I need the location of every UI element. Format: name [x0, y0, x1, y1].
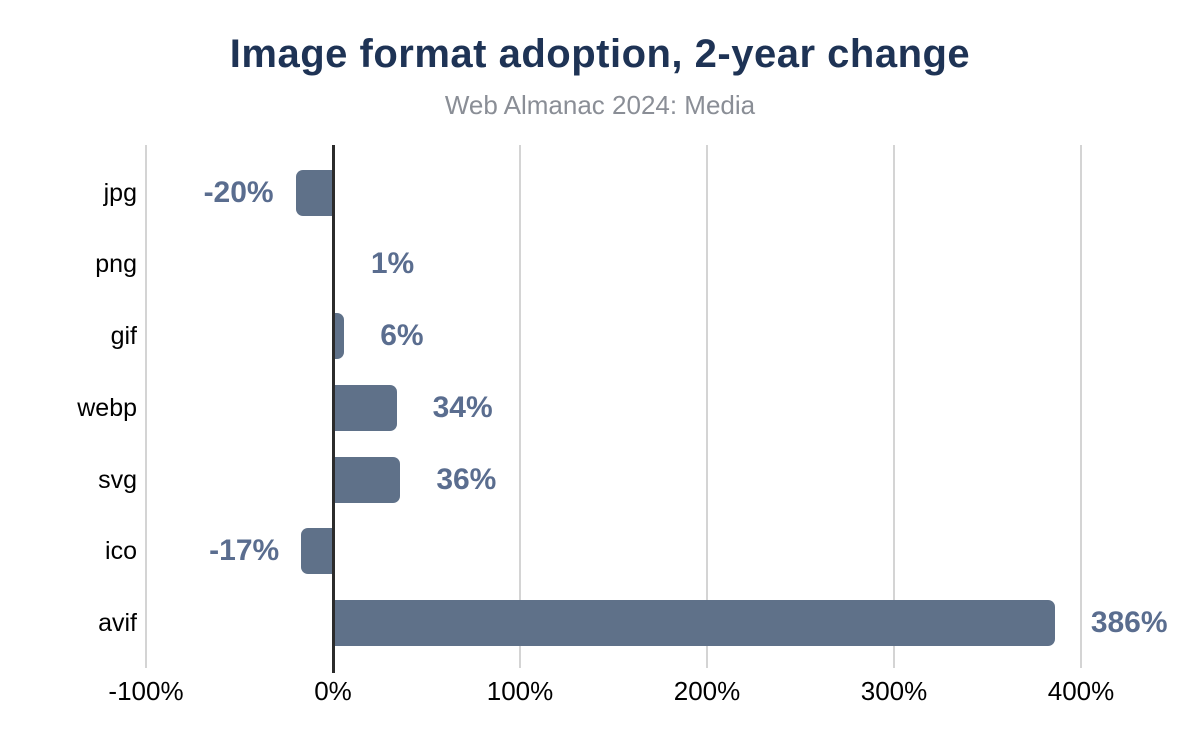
category-label: avif: [98, 609, 137, 637]
value-label: -20%: [203, 175, 274, 209]
x-tick-label: 0%: [314, 676, 352, 706]
bar-jpg: [295, 169, 333, 216]
value-label: -17%: [209, 534, 280, 568]
gridline: [706, 145, 708, 668]
x-tick-label: 100%: [486, 676, 554, 706]
gridline: [519, 145, 521, 668]
gridline: [1080, 145, 1082, 668]
value-label: 1%: [370, 247, 415, 281]
zero-axis-line: [331, 145, 335, 673]
category-label: png: [95, 250, 137, 279]
x-tick-label: -100%: [108, 676, 184, 706]
bar-avif: [333, 600, 1055, 646]
chart-title: Image format adoption, 2-year change: [229, 32, 971, 76]
value-label: 6%: [380, 319, 424, 352]
bar-gif: [333, 313, 345, 359]
x-tick-label: 400%: [1047, 676, 1115, 706]
category-label: webp: [77, 393, 137, 422]
chart-subtitle: Web Almanac 2024: Media: [444, 90, 756, 120]
gridline: [145, 145, 147, 668]
bar-svg: [333, 456, 401, 503]
category-label: svg: [98, 465, 137, 494]
x-tick-label: 200%: [673, 676, 741, 706]
value-label: 36%: [436, 462, 497, 496]
value-label: 386%: [1090, 606, 1168, 639]
category-label: gif: [110, 322, 137, 350]
bar-webp: [333, 384, 397, 431]
gridline: [893, 145, 895, 668]
x-tick-label: 300%: [860, 676, 928, 706]
category-label: jpg: [103, 178, 137, 207]
value-label: 34%: [432, 390, 493, 424]
bar-ico: [301, 528, 333, 575]
category-label: ico: [105, 537, 137, 566]
